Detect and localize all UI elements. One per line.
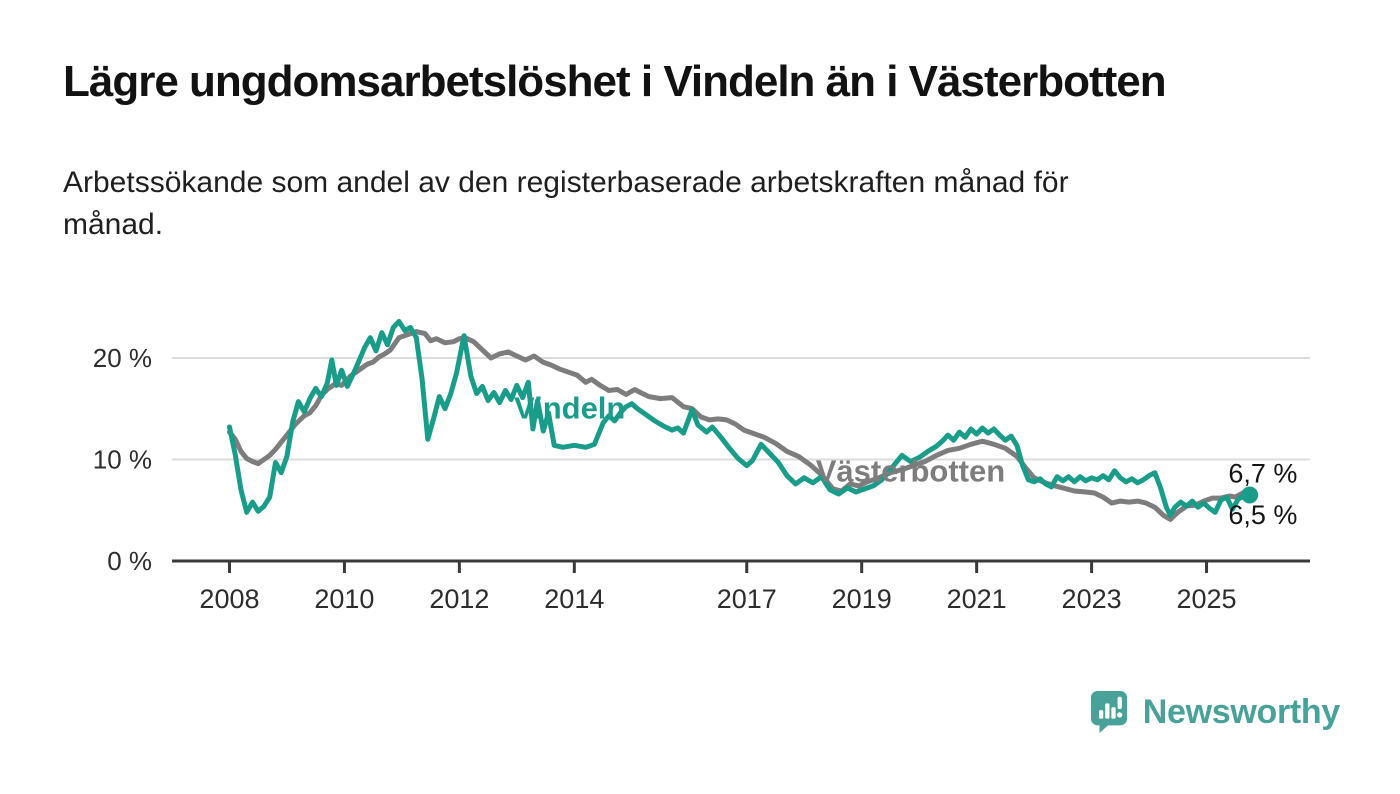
page-title: Lägre ungdomsarbetslöshet i Vindeln än i…	[63, 57, 1167, 106]
line-chart: 0 % 10 % 20 % 2008 2010 2012 2014 2017 2019 2021 2…	[93, 318, 1310, 614]
x-axis-tick-label: 2025	[1177, 584, 1237, 614]
x-axis-tick-label: 2008	[199, 584, 259, 614]
series-label-vindeln: Vindeln	[514, 391, 625, 426]
y-axis-tick-label: 0 %	[107, 546, 152, 576]
x-axis-tick-label: 2017	[717, 584, 777, 614]
series-line-vindeln	[227, 318, 1253, 518]
chart-subtitle: Arbetssökande som andel av den registerb…	[63, 166, 1069, 241]
x-axis-tick-label: 2012	[429, 584, 489, 614]
x-axis-tick-label: 2021	[947, 584, 1007, 614]
y-axis-tick-label: 20 %	[93, 343, 152, 373]
y-axis-tick-label: 10 %	[93, 444, 152, 474]
end-value-label-västerbotten: 6,7 %	[1228, 459, 1297, 489]
end-value-label-vindeln: 6,5 %	[1228, 500, 1297, 530]
x-axis-tick-label: 2019	[832, 584, 892, 614]
brand-name: Newsworthy	[1142, 692, 1341, 731]
x-axis-tick-label: 2014	[544, 584, 604, 614]
series-end-dot-vindeln	[1241, 486, 1259, 504]
newsworthy-pin-barchart-icon	[1089, 689, 1129, 735]
x-axis-tick-label: 2010	[314, 584, 374, 614]
x-axis-tick-label: 2023	[1062, 584, 1122, 614]
series-line-västerbotten	[227, 329, 1253, 522]
series-label-västerbotten: Västerbotten	[816, 454, 1005, 489]
brand-footer: Newsworthy	[1089, 684, 1340, 740]
